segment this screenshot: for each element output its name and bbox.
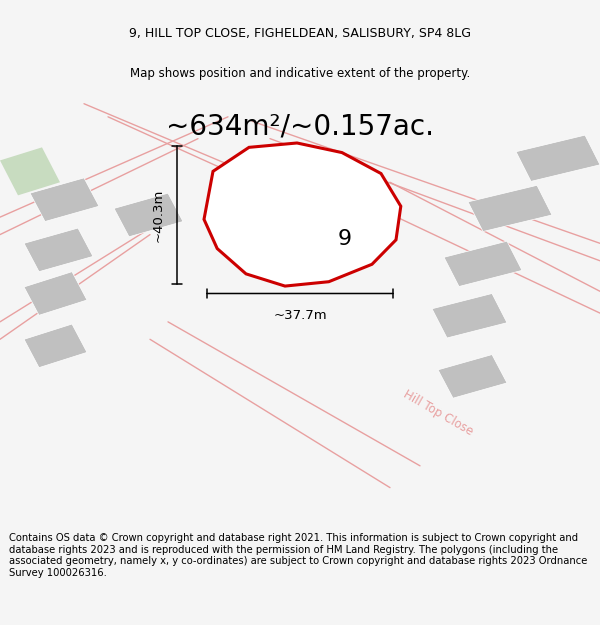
Polygon shape: [30, 178, 99, 221]
Polygon shape: [24, 324, 87, 368]
Polygon shape: [468, 185, 552, 231]
Polygon shape: [438, 354, 507, 398]
Polygon shape: [114, 193, 183, 237]
Polygon shape: [0, 148, 60, 196]
Polygon shape: [24, 228, 93, 272]
Text: ~37.7m: ~37.7m: [273, 309, 327, 322]
Text: Map shows position and indicative extent of the property.: Map shows position and indicative extent…: [130, 66, 470, 79]
Polygon shape: [516, 135, 600, 181]
Text: Contains OS data © Crown copyright and database right 2021. This information is : Contains OS data © Crown copyright and d…: [9, 533, 587, 578]
Text: ~40.3m: ~40.3m: [152, 188, 165, 242]
Polygon shape: [444, 241, 522, 286]
Polygon shape: [24, 272, 87, 315]
Polygon shape: [249, 174, 359, 259]
Text: ~634m²/~0.157ac.: ~634m²/~0.157ac.: [166, 112, 434, 141]
Text: 9, HILL TOP CLOSE, FIGHELDEAN, SALISBURY, SP4 8LG: 9, HILL TOP CLOSE, FIGHELDEAN, SALISBURY…: [129, 27, 471, 39]
Text: 9: 9: [338, 229, 352, 249]
Polygon shape: [204, 143, 401, 286]
Polygon shape: [432, 294, 507, 338]
Text: Hill Top Close: Hill Top Close: [401, 388, 475, 439]
